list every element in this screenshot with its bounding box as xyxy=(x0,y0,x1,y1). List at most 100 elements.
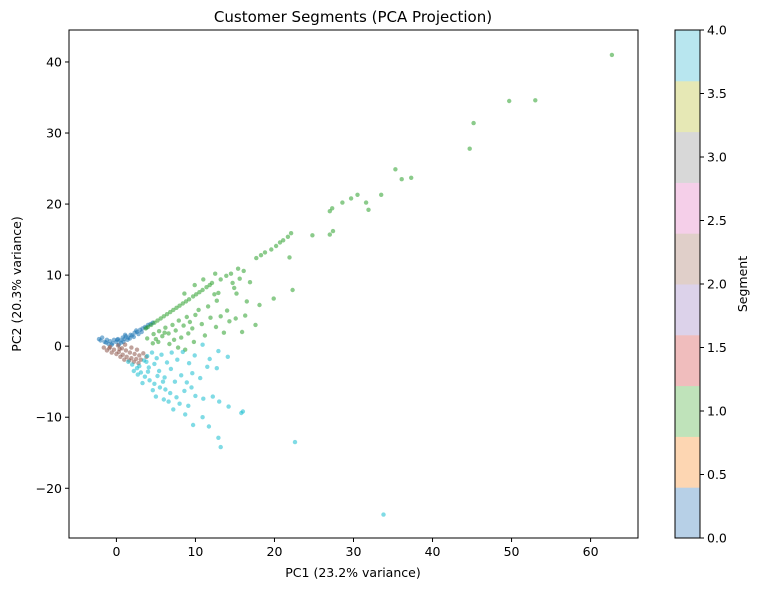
scatter-point-segment-4 xyxy=(183,412,188,417)
scatter-point-segment-1 xyxy=(205,304,211,309)
scatter-point-segment-2 xyxy=(137,353,142,358)
y-axis-title: PC2 (20.3% variance) xyxy=(9,216,24,351)
scatter-point-segment-2 xyxy=(134,347,140,352)
scatter-point-segment-1 xyxy=(166,331,171,336)
scatter-point-segment-0 xyxy=(100,335,105,340)
scatter-point-segment-1 xyxy=(171,307,176,313)
scatter-point-segment-4 xyxy=(160,379,166,384)
scatter-point-segment-4 xyxy=(174,395,179,400)
scatter-point-segment-1 xyxy=(273,243,279,249)
scatter-point-segment-1 xyxy=(181,323,186,328)
x-tick-label: 50 xyxy=(504,544,520,559)
scatter-point-segment-1 xyxy=(399,177,404,182)
scatter-point-segment-1 xyxy=(327,209,332,214)
scatter-point-segment-4 xyxy=(182,388,187,394)
colorbar-swatch xyxy=(675,30,700,82)
scatter-point-segment-1 xyxy=(327,232,332,237)
scatter-point-segment-4 xyxy=(149,350,155,355)
colorbar-tick-label: 2.5 xyxy=(707,213,727,228)
scatter-point-segment-1 xyxy=(239,329,245,335)
scatter-point-segment-1 xyxy=(355,192,360,197)
x-tick-label: 20 xyxy=(267,544,283,559)
scatter-point-segment-1 xyxy=(218,277,223,282)
scatter-point-segment-1 xyxy=(348,196,354,201)
colorbar-tick-label: 2.0 xyxy=(707,277,727,292)
scatter-point-segment-2 xyxy=(115,343,121,348)
scatter-point-segment-4 xyxy=(179,373,184,378)
scatter-point-segment-1 xyxy=(257,302,262,308)
scatter-point-segment-1 xyxy=(162,330,167,335)
scatter-point-segment-4 xyxy=(154,356,159,361)
x-axis-title: PC1 (23.2% variance) xyxy=(285,565,420,580)
scatter-point-segment-0 xyxy=(127,336,133,341)
scatter-point-segment-1 xyxy=(186,297,192,302)
scatter-point-segment-1 xyxy=(533,98,538,103)
scatter-point-segment-1 xyxy=(214,298,219,303)
scatter-point-segment-4 xyxy=(144,359,149,364)
scatter-point-segment-4 xyxy=(152,361,157,367)
colorbar-tick-label: 3.0 xyxy=(707,150,727,165)
scatter-point-segment-1 xyxy=(243,313,248,318)
colorbar-tick-label: 3.5 xyxy=(707,86,727,101)
colorbar-swatch xyxy=(675,385,700,437)
scatter-point-segment-1 xyxy=(163,325,168,330)
scatter-point-segment-1 xyxy=(281,238,286,243)
scatter-point-segment-4 xyxy=(186,403,191,408)
scatter-point-segment-1 xyxy=(149,322,154,328)
scatter-point-segment-1 xyxy=(180,301,185,306)
scatter-point-segment-4 xyxy=(200,415,205,420)
scatter-point-segment-4 xyxy=(207,356,212,362)
scatter-point-segment-1 xyxy=(228,271,234,276)
scatter-point-segment-1 xyxy=(290,287,295,293)
scatter-point-segment-2 xyxy=(111,347,117,352)
scatter-point-segment-1 xyxy=(234,291,239,296)
scatter-point-segment-4 xyxy=(156,368,162,374)
scatter-point-segment-1 xyxy=(379,192,384,197)
scatter-point-segment-4 xyxy=(137,363,142,369)
scatter-point-segment-1 xyxy=(151,331,156,337)
scatter-point-segment-4 xyxy=(216,348,221,354)
scatter-point-segment-4 xyxy=(161,397,166,402)
colorbar-swatch xyxy=(675,131,700,183)
scatter-point-segment-1 xyxy=(143,326,148,331)
scatter-point-segment-1 xyxy=(192,282,197,288)
scatter-point-segment-2 xyxy=(122,357,127,362)
scatter-point-segment-2 xyxy=(122,342,128,347)
scatter-point-segment-1 xyxy=(310,233,315,238)
scatter-point-segment-4 xyxy=(201,396,206,401)
scatter-point-segment-1 xyxy=(191,339,197,345)
chart-title: Customer Segments (PCA Projection) xyxy=(214,8,492,26)
scatter-point-segment-1 xyxy=(183,299,189,304)
scatter-point-segment-4 xyxy=(189,385,194,390)
scatter-point-segment-1 xyxy=(330,206,335,211)
scatter-point-segment-4 xyxy=(152,381,157,386)
scatter-point-segment-4 xyxy=(163,387,168,392)
scatter-point-segment-1 xyxy=(213,324,219,330)
scatter-point-segment-1 xyxy=(287,255,292,260)
scatter-point-segment-2 xyxy=(117,346,122,352)
scatter-point-segment-4 xyxy=(214,366,219,371)
scatter-point-segment-2 xyxy=(129,356,134,361)
scatter-point-segment-0 xyxy=(134,328,139,333)
scatter-point-segment-4 xyxy=(147,378,152,383)
scatter-point-segment-4 xyxy=(184,380,189,385)
scatter-point-segment-4 xyxy=(164,360,170,365)
scatter-point-segment-1 xyxy=(207,282,212,288)
scatter-point-segment-4 xyxy=(153,394,159,399)
scatter-point-segment-2 xyxy=(101,345,107,350)
scatter-point-segment-1 xyxy=(269,247,274,252)
scatter-point-segment-1 xyxy=(186,331,191,336)
scatter-point-segment-1 xyxy=(271,296,276,301)
scatter-point-segment-4 xyxy=(159,352,164,357)
scatter-point-segment-1 xyxy=(244,299,249,304)
scatter-point-segment-0 xyxy=(115,337,120,342)
scatter-point-segment-4 xyxy=(166,399,171,404)
scatter-point-segment-4 xyxy=(190,422,196,428)
scatter-point-segment-2 xyxy=(129,345,134,350)
scatter-point-segment-1 xyxy=(175,345,181,350)
scatter-point-segment-1 xyxy=(190,326,195,331)
scatter-point-segment-4 xyxy=(177,401,182,406)
scatter-point-segment-1 xyxy=(177,303,182,308)
